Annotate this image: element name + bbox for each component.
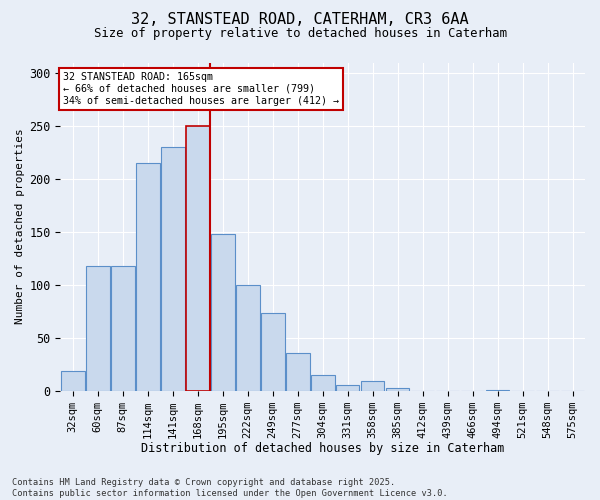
Bar <box>236 285 260 391</box>
Bar <box>336 386 359 390</box>
X-axis label: Distribution of detached houses by size in Caterham: Distribution of detached houses by size … <box>141 442 505 455</box>
Text: Size of property relative to detached houses in Caterham: Size of property relative to detached ho… <box>94 28 506 40</box>
Bar <box>286 352 310 391</box>
Bar <box>311 374 335 390</box>
Bar <box>186 126 209 390</box>
Bar <box>361 381 385 390</box>
Bar <box>386 388 409 390</box>
Bar <box>211 234 235 390</box>
Bar <box>261 314 284 390</box>
Text: 32, STANSTEAD ROAD, CATERHAM, CR3 6AA: 32, STANSTEAD ROAD, CATERHAM, CR3 6AA <box>131 12 469 28</box>
Bar <box>86 266 110 390</box>
Text: Contains HM Land Registry data © Crown copyright and database right 2025.
Contai: Contains HM Land Registry data © Crown c… <box>12 478 448 498</box>
Bar <box>111 266 134 390</box>
Bar <box>61 370 85 390</box>
Bar <box>161 147 185 390</box>
Bar <box>136 163 160 390</box>
Y-axis label: Number of detached properties: Number of detached properties <box>15 128 25 324</box>
Text: 32 STANSTEAD ROAD: 165sqm
← 66% of detached houses are smaller (799)
34% of semi: 32 STANSTEAD ROAD: 165sqm ← 66% of detac… <box>63 72 339 106</box>
